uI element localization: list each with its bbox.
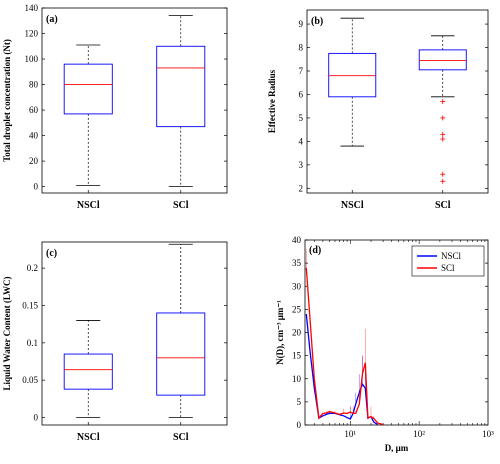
y-tick-label: 40 (29, 131, 39, 141)
y-tick-label: 9 (299, 19, 304, 29)
y-tick-label: 0.2 (27, 263, 38, 273)
x-tick-label: 10² (413, 429, 425, 439)
y-tick-label: 3 (299, 160, 304, 170)
y-tick-label: 6 (299, 89, 304, 99)
y-tick-label: 80 (29, 80, 39, 90)
y-tick-label: 0.1 (27, 338, 38, 348)
y-tick-label: 7 (299, 66, 304, 76)
y-tick-label: 10 (292, 374, 302, 384)
outlier-marker (440, 171, 446, 177)
series-line-scl (305, 267, 384, 426)
y-tick-label: 140 (25, 3, 39, 13)
y-tick-label: 0 (34, 182, 39, 192)
x-category-label: NSCl (77, 200, 100, 211)
box-scl (156, 312, 206, 396)
y-tick-label: 4 (299, 136, 304, 146)
legend-label: SCl (441, 263, 455, 273)
box-nscl (63, 63, 113, 115)
legend-label: NSCl (441, 251, 462, 261)
x-axis-label: D, μm (385, 443, 409, 453)
outlier-marker (440, 136, 446, 142)
y-tick-label: 20 (29, 156, 39, 166)
y-tick-label: 15 (292, 351, 302, 361)
y-tick-label: 5 (297, 397, 302, 407)
y-tick-label: 25 (292, 304, 302, 314)
outlier-marker (440, 131, 446, 137)
y-axis-label: Total droplet concentration (Nt) (2, 39, 12, 162)
x-category-label: NSCl (341, 200, 364, 211)
x-category-label: NSCl (77, 432, 100, 443)
y-tick-label: 0.15 (22, 300, 38, 310)
box-nscl (328, 52, 377, 98)
x-category-label: SCl (173, 432, 189, 443)
x-category-label: SCl (435, 200, 451, 211)
plot-frame (41, 7, 228, 194)
panel-label: (c) (46, 248, 57, 259)
y-tick-label: 5 (299, 113, 304, 123)
y-tick-label: 40 (292, 235, 302, 245)
y-tick-label: 30 (292, 281, 302, 291)
x-tick-label: 10¹ (344, 429, 356, 439)
y-tick-label: 8 (299, 43, 304, 53)
box-nscl (63, 353, 113, 390)
x-category-label: SCl (173, 200, 189, 211)
y-tick-label: 0.05 (22, 375, 38, 385)
legend-box (411, 245, 485, 277)
plot-frame (41, 241, 228, 426)
y-axis-label: Liquid Water Content (LWC) (2, 276, 12, 390)
outlier-marker (440, 115, 446, 121)
y-tick-label: 20 (292, 328, 302, 338)
y-tick-label: 2 (299, 183, 304, 193)
y-axis-label: Effective Radius (267, 69, 277, 133)
outlier-marker (440, 178, 446, 184)
y-tick-label: 60 (29, 105, 39, 115)
outlier-marker (440, 99, 446, 104)
y-tick-label: 120 (25, 29, 39, 39)
y-tick-label: 35 (292, 258, 302, 268)
panel-label: (b) (311, 16, 323, 27)
y-tick-label: 100 (25, 54, 39, 64)
y-tick-label: 0 (34, 413, 39, 423)
panel-label: (a) (46, 14, 58, 25)
x-tick-label: 10³ (482, 429, 494, 439)
y-tick-label: 0 (297, 420, 302, 430)
box-scl (418, 49, 467, 71)
box-scl (156, 45, 206, 128)
panel-label: (d) (309, 245, 321, 256)
y-axis-label: N(D), cm⁻³ μm⁻¹ (275, 300, 285, 365)
plot-frame (306, 9, 489, 194)
